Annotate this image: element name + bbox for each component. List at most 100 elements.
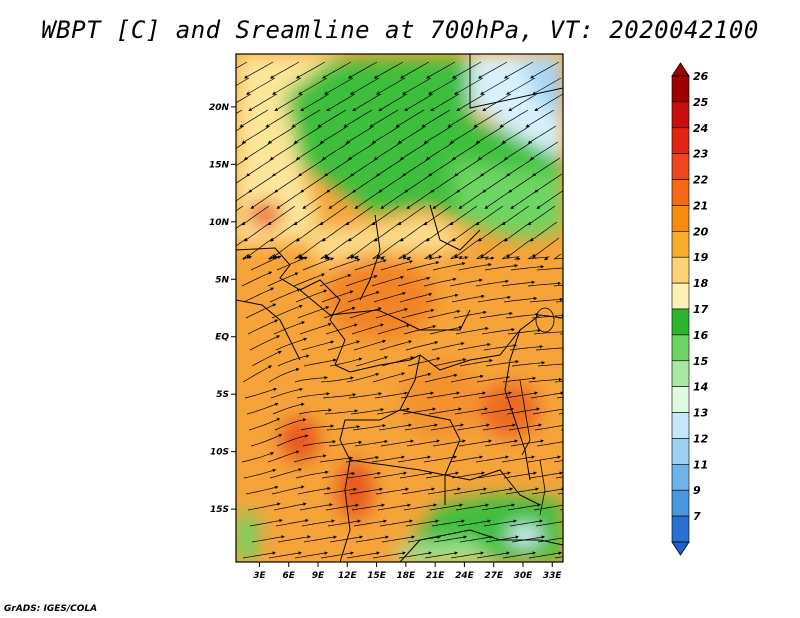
streamline: [405, 519, 439, 527]
streamline: [455, 503, 489, 511]
streamline: [248, 418, 281, 431]
streamline: [322, 393, 357, 399]
streamline: [319, 274, 352, 287]
streamline: [532, 77, 562, 95]
streamline: [241, 205, 270, 226]
streamline: [272, 157, 301, 177]
streamline: [553, 285, 563, 287]
streamline: [328, 440, 363, 447]
streamline: [297, 486, 331, 495]
streamline: [354, 189, 383, 209]
lat-tick-label: 5S: [216, 390, 229, 400]
streamline: [295, 289, 328, 303]
streamline: [379, 519, 413, 527]
map-plot-area: [236, 54, 563, 562]
streamline: [484, 264, 519, 271]
colorbar-bottom-arrow: [671, 541, 690, 556]
streamline: [452, 391, 486, 399]
streamline: [277, 354, 310, 367]
streamline: [503, 141, 533, 160]
streamline: [399, 221, 428, 242]
streamline: [347, 291, 380, 303]
streamline: [510, 439, 544, 447]
streamline: [506, 237, 534, 258]
lat-tick-label: 10N: [209, 218, 230, 228]
colorbar-label: 23: [693, 148, 709, 161]
streamline: [506, 77, 536, 95]
streamline: [294, 253, 305, 261]
streamline: [350, 77, 380, 95]
streamline: [295, 221, 324, 242]
streamline: [272, 402, 305, 415]
streamline: [294, 375, 328, 383]
streamline: [480, 407, 514, 415]
streamline: [347, 471, 381, 479]
map-frame: [235, 53, 564, 563]
streamline: [454, 157, 483, 177]
streamline: [355, 535, 389, 543]
streamline: [303, 358, 337, 367]
streamline: [373, 471, 407, 479]
streamline: [480, 157, 509, 177]
lat-tick-label: 15N: [209, 160, 230, 170]
streamline: [236, 109, 243, 114]
streamline: [503, 471, 537, 479]
streamline: [534, 93, 563, 112]
colorbar-label: 19: [693, 251, 709, 264]
streamline: [242, 551, 276, 559]
streamline: [236, 157, 249, 167]
colorbar-swatch: [671, 127, 690, 154]
streamline: [379, 340, 413, 351]
streamline: [243, 287, 275, 303]
streamline: [449, 278, 483, 287]
streamline: [268, 551, 302, 559]
colorbar-label: 14: [693, 381, 708, 394]
streamline: [483, 343, 518, 351]
streamline: [455, 326, 489, 335]
colorbar-label: 25: [693, 96, 709, 109]
streamline: [401, 308, 435, 319]
streamline: [477, 61, 508, 79]
streamline: [353, 339, 387, 351]
streamline: [246, 402, 279, 415]
streamline: [346, 253, 359, 260]
streamline: [293, 273, 326, 287]
streamline: [376, 237, 404, 258]
streamline: [427, 309, 461, 319]
country-borders: [236, 54, 563, 562]
colorbar-swatch: [671, 412, 690, 439]
streamline: [269, 221, 298, 242]
streamline: [236, 125, 245, 132]
streamline: [372, 253, 385, 260]
streamline: [507, 503, 541, 511]
streamline: [428, 157, 457, 177]
streamline: [298, 237, 326, 258]
streamline: [325, 323, 358, 335]
streamline: [267, 205, 296, 226]
streamline: [529, 221, 558, 242]
lon-tick-label: 9E: [312, 571, 325, 581]
lon-tick-label: 21E: [426, 571, 446, 581]
streamline: [424, 373, 458, 383]
streamline: [506, 157, 535, 177]
streamline: [529, 471, 563, 479]
streamline: [345, 274, 378, 287]
streamline: [269, 61, 300, 79]
streamline: [325, 503, 359, 511]
streamline: [250, 255, 282, 271]
streamline: [273, 321, 306, 335]
colorbar-label: 16: [693, 329, 709, 342]
streamline: [398, 372, 432, 383]
streamline: [269, 468, 303, 479]
streamline: [247, 502, 281, 511]
streamline: [477, 221, 506, 242]
streamline: [328, 258, 361, 271]
streamline: [236, 173, 251, 184]
streamline: [511, 535, 545, 543]
streamline: [269, 288, 301, 303]
streamline: [501, 280, 536, 287]
streamline: [251, 535, 285, 543]
streamline: [321, 471, 356, 479]
streamline: [449, 455, 483, 463]
streamline: [236, 93, 252, 104]
